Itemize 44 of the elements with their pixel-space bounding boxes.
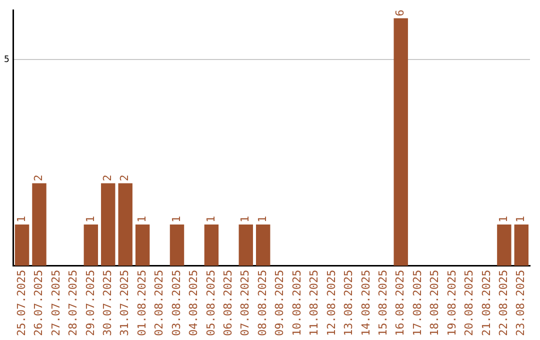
x-tick-label: 30.07.2025 — [100, 270, 114, 336]
x-tick-label: 09.08.2025 — [273, 270, 286, 336]
x-tick-label: 06.08.2025 — [222, 270, 235, 336]
x-tick-label: 22.08.2025 — [497, 270, 510, 336]
data-label: 2 — [100, 174, 114, 182]
data-label: 1 — [84, 216, 97, 223]
data-label: 1 — [497, 216, 510, 223]
x-tick-label: 14.08.2025 — [359, 270, 372, 336]
data-label: 1 — [204, 216, 218, 223]
x-tick-label: 19.08.2025 — [445, 270, 458, 336]
x-tick-label: 07.08.2025 — [238, 270, 252, 336]
x-tick-label: 25.07.2025 — [14, 270, 28, 336]
data-label: 6 — [394, 10, 407, 16]
data-label: 2 — [118, 174, 132, 182]
x-tick-label: 16.08.2025 — [394, 270, 407, 336]
x-tick-label: 28.07.2025 — [66, 270, 80, 336]
data-label: 2 — [32, 174, 46, 182]
data-label: 1 — [135, 216, 148, 223]
data-label: 1 — [170, 216, 183, 223]
x-tick-label: 10.08.2025 — [290, 270, 304, 336]
x-tick-label: 27.07.2025 — [49, 270, 62, 336]
y-tick-label: 5 — [4, 54, 10, 65]
x-tick-label: 02.08.2025 — [152, 270, 166, 336]
x-tick-label: 20.08.2025 — [462, 270, 476, 336]
x-tick-label: 04.08.2025 — [187, 270, 200, 336]
x-tick-label: 29.07.2025 — [84, 270, 97, 336]
x-tick-label: 01.08.2025 — [135, 270, 148, 336]
x-tick-label: 13.08.2025 — [342, 270, 356, 336]
x-tick-label: 21.08.2025 — [480, 270, 493, 336]
x-tick-label: 17.08.2025 — [410, 270, 424, 336]
x-tick-label: 05.08.2025 — [204, 270, 218, 336]
x-tick-label: 11.08.2025 — [308, 270, 321, 336]
data-label: 1 — [238, 216, 252, 223]
x-tick-label: 08.08.2025 — [256, 270, 269, 336]
x-tick-label: 26.07.2025 — [32, 270, 46, 336]
data-label: 1 — [514, 216, 528, 223]
x-tick-label: 12.08.2025 — [324, 270, 338, 336]
x-tick-label: 23.08.2025 — [514, 270, 528, 336]
x-tick-label: 18.08.2025 — [428, 270, 442, 336]
data-label: 1 — [256, 216, 269, 223]
x-tick-label: 15.08.2025 — [376, 270, 390, 336]
data-label: 1 — [14, 216, 28, 223]
x-tick-label: 03.08.2025 — [170, 270, 183, 336]
x-tick-label: 31.07.2025 — [118, 270, 132, 336]
